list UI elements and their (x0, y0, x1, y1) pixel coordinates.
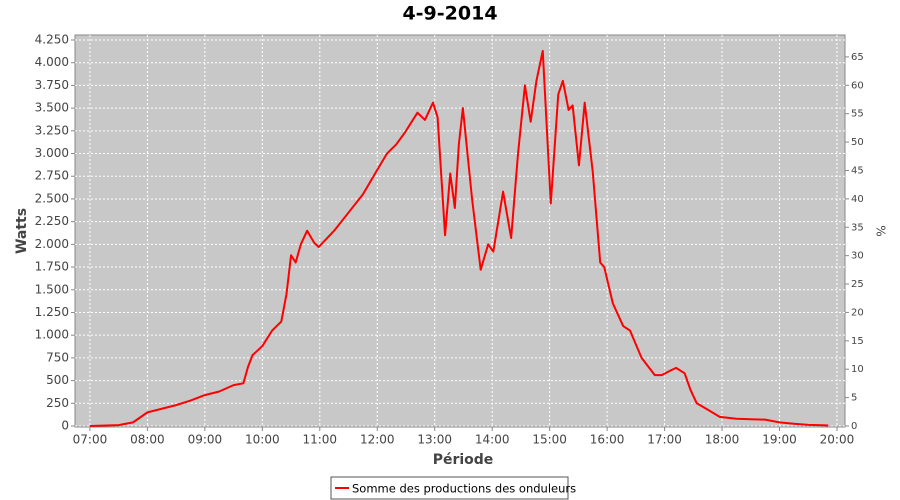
x-tick-label: 14:00 (475, 433, 510, 447)
y-axis-title: Watts (14, 208, 30, 254)
data-line (89, 49, 829, 428)
x-tick-label: 10:00 (245, 433, 280, 447)
y2-tick-label: 50 (851, 137, 864, 148)
x-tick-label: 07:00 (73, 433, 108, 447)
y2-axis-title: % (874, 225, 888, 236)
legend-label: Somme des productions des onduleurs (352, 482, 576, 496)
x-tick-label: 12:00 (360, 433, 395, 447)
y-tick-label: 1.750 (35, 260, 69, 274)
y-tick-label: 4.000 (35, 55, 69, 69)
x-tick-label: 16:00 (590, 433, 625, 447)
y2-tick-label: 20 (851, 307, 864, 318)
y2-tick-label: 15 (851, 336, 864, 347)
x-tick-label: 17:00 (647, 433, 682, 447)
y-tick-label: 3.250 (35, 123, 69, 137)
y2-tick-label: 10 (851, 364, 864, 375)
x-tick-label: 15:00 (532, 433, 567, 447)
y2-tick-label: 0 (851, 421, 857, 432)
x-tick-label: 18:00 (705, 433, 740, 447)
y2-tick-label: 5 (851, 393, 857, 404)
y-tick-label: 250 (46, 396, 69, 410)
y2-tick-label: 60 (851, 80, 864, 91)
y-tick-label: 1.500 (35, 282, 69, 296)
y-tick-label: 4.250 (35, 32, 69, 46)
x-tick-label: 20:00 (820, 433, 855, 447)
y-tick-label: 0 (61, 419, 69, 433)
x-tick-label: 19:00 (762, 433, 797, 447)
y-tick-label: 750 (46, 350, 69, 364)
y-tick-label: 3.000 (35, 146, 69, 160)
y2-tick-label: 40 (851, 194, 864, 205)
x-tick-label: 09:00 (188, 433, 223, 447)
y-tick-label: 2.250 (35, 214, 69, 228)
y2-tick-label: 65 (851, 52, 864, 63)
x-axis-title: Période (433, 452, 494, 468)
x-tick-label: 08:00 (130, 433, 165, 447)
y-tick-label: 3.750 (35, 78, 69, 92)
legend (330, 476, 569, 500)
x-tick-label: 13:00 (417, 433, 452, 447)
y-tick-label: 500 (46, 373, 69, 387)
chart-title: 4-9-2014 (402, 3, 497, 25)
y2-tick-label: 45 (851, 165, 864, 176)
y2-tick-label: 25 (851, 279, 864, 290)
y-tick-label: 2.000 (35, 237, 69, 251)
y2-tick-label: 30 (851, 251, 864, 262)
y-tick-label: 2.500 (35, 191, 69, 205)
y-tick-label: 3.500 (35, 101, 69, 115)
y-tick-label: 2.750 (35, 169, 69, 183)
y-tick-label: 1.250 (35, 305, 69, 319)
y2-tick-label: 35 (851, 222, 864, 233)
y2-tick-label: 55 (851, 109, 864, 120)
plot-area (74, 34, 846, 428)
x-tick-label: 11:00 (302, 433, 337, 447)
y-tick-label: 1.000 (35, 328, 69, 342)
